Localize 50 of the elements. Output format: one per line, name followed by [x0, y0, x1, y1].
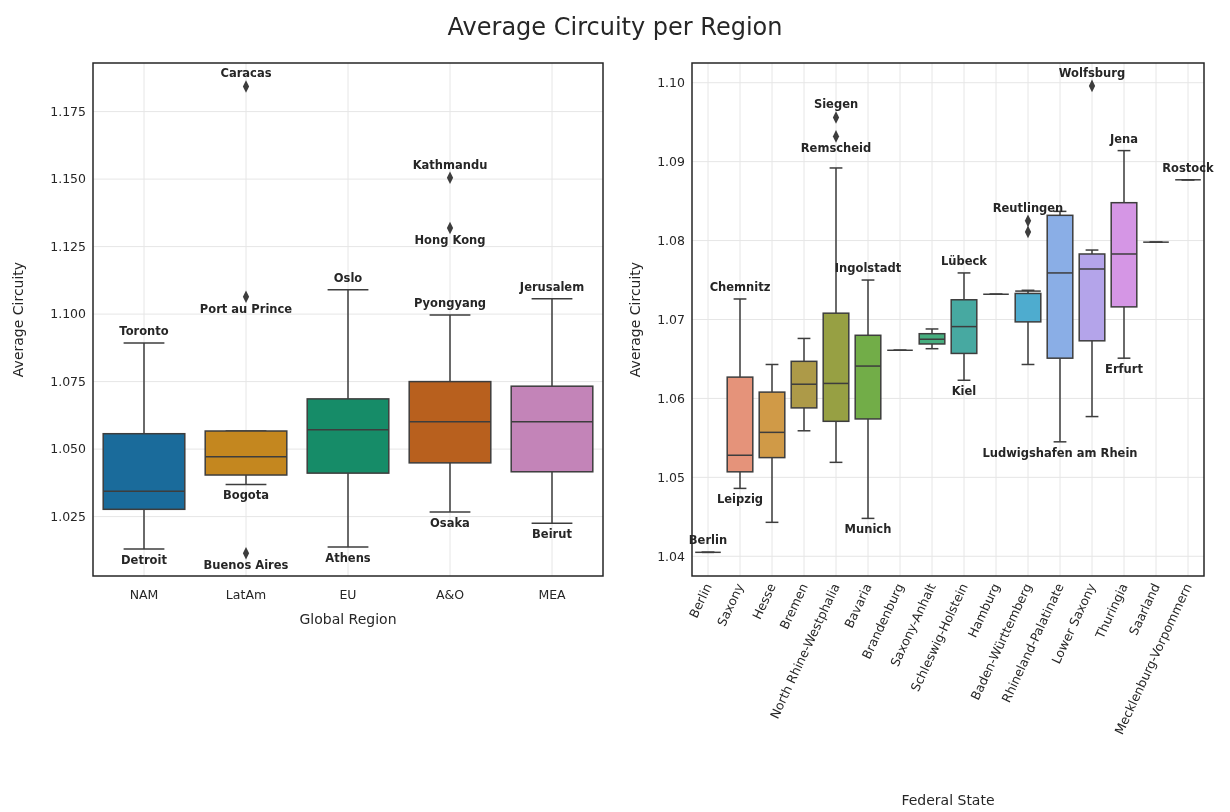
x-tick-label: NAM [129, 587, 159, 602]
annotation: Athens [325, 551, 371, 566]
y-tick-label: 1.05 [657, 469, 685, 485]
annotation: Chemnitz [709, 279, 771, 294]
y-tick-label: 1.125 [50, 238, 86, 254]
y-tick-label: 1.025 [50, 508, 86, 524]
y-tick-label: 1.08 [657, 232, 686, 248]
annotation: Erfurt [1105, 362, 1144, 377]
y-tick-label: 1.050 [50, 441, 87, 457]
annotation: Jerusalem [518, 279, 585, 294]
x-tick-label: MEA [538, 587, 567, 602]
annotation: Kathmandu [412, 157, 488, 172]
annotation: Caracas [220, 66, 272, 81]
annotation: Leipzig [716, 492, 764, 507]
x-tick-label: EU [339, 587, 357, 602]
y-tick-label: 1.100 [50, 306, 87, 322]
annotation: Siegen [813, 97, 859, 112]
annotation: Pyongyang [413, 295, 487, 310]
y-tick-label: 1.10 [657, 75, 686, 91]
annotation: Reutlingen [992, 200, 1064, 215]
x-tick-label: A&O [435, 587, 465, 602]
annotation: Buenos Aires [203, 558, 289, 573]
annotation: Bogota [222, 488, 270, 503]
annotation: Detroit [121, 553, 168, 567]
y-tick-label: 1.150 [50, 171, 87, 187]
annotation: Osaka [430, 516, 470, 531]
annotation: Lübeck [940, 253, 988, 268]
annotation: Toronto [119, 323, 169, 338]
annotation: Oslo [333, 270, 363, 285]
x-axis-title: Federal State [901, 792, 995, 808]
y-tick-label: 1.175 [50, 103, 86, 119]
annotation: Hong Kong [414, 232, 486, 247]
annotation: Ludwigshafen am Rhein [982, 445, 1138, 460]
y-tick-label: 1.06 [657, 390, 686, 406]
y-tick-label: 1.09 [657, 154, 686, 170]
x-axis-title: Global Region [299, 611, 397, 627]
annotation: Port au Prince [199, 301, 293, 316]
annotation: Munich [844, 522, 892, 537]
annotation: Beirut [532, 527, 573, 542]
annotation: Wolfsburg [1058, 65, 1126, 80]
annotation: Jena [1108, 131, 1139, 146]
y-axis-title: Average Circuity [10, 261, 26, 378]
x-tick-label: LatAm [225, 587, 267, 602]
y-axis-title: Average Circuity [627, 261, 643, 378]
chart-title: Average Circuity per Region [447, 13, 783, 41]
y-tick-label: 1.075 [50, 373, 86, 389]
annotation: Kiel [951, 384, 977, 399]
y-tick-label: 1.07 [657, 311, 685, 327]
annotation: Remscheid [800, 141, 872, 156]
y-tick-label: 1.04 [657, 548, 686, 564]
